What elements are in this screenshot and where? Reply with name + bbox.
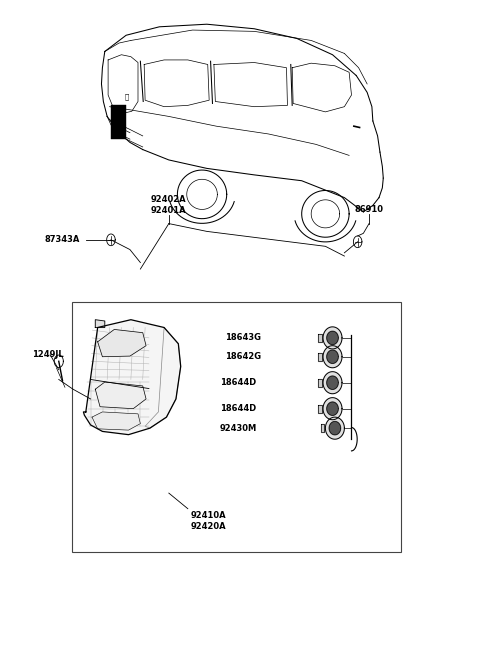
Polygon shape [321, 424, 324, 432]
Polygon shape [96, 320, 105, 328]
Polygon shape [327, 402, 338, 415]
Bar [111, 105, 126, 139]
Polygon shape [97, 329, 146, 357]
Polygon shape [92, 412, 140, 430]
Text: 92410A
92420A: 92410A 92420A [190, 511, 226, 531]
Text: 18644D: 18644D [220, 404, 257, 413]
Text: 87343A: 87343A [45, 235, 80, 244]
Text: 18642G: 18642G [225, 352, 261, 361]
Polygon shape [329, 422, 341, 435]
Text: 18644D: 18644D [220, 378, 257, 387]
Polygon shape [325, 417, 344, 440]
Polygon shape [327, 350, 338, 364]
Polygon shape [323, 346, 342, 367]
Text: 92402A
92401A: 92402A 92401A [151, 195, 187, 215]
Text: ⓧ: ⓧ [125, 93, 129, 100]
Polygon shape [84, 320, 180, 435]
Polygon shape [323, 398, 342, 420]
Polygon shape [327, 376, 338, 389]
Polygon shape [318, 379, 322, 386]
Text: 1249JL: 1249JL [32, 350, 64, 360]
Polygon shape [145, 328, 180, 428]
Polygon shape [96, 382, 146, 409]
Text: 86910: 86910 [355, 205, 384, 214]
Polygon shape [318, 334, 322, 342]
Text: 18643G: 18643G [225, 333, 261, 343]
Polygon shape [323, 327, 342, 349]
Polygon shape [327, 331, 338, 345]
Bar [72, 301, 401, 552]
Polygon shape [318, 405, 322, 413]
Polygon shape [323, 371, 342, 394]
Polygon shape [318, 353, 322, 361]
Text: 92430M: 92430M [219, 424, 257, 433]
